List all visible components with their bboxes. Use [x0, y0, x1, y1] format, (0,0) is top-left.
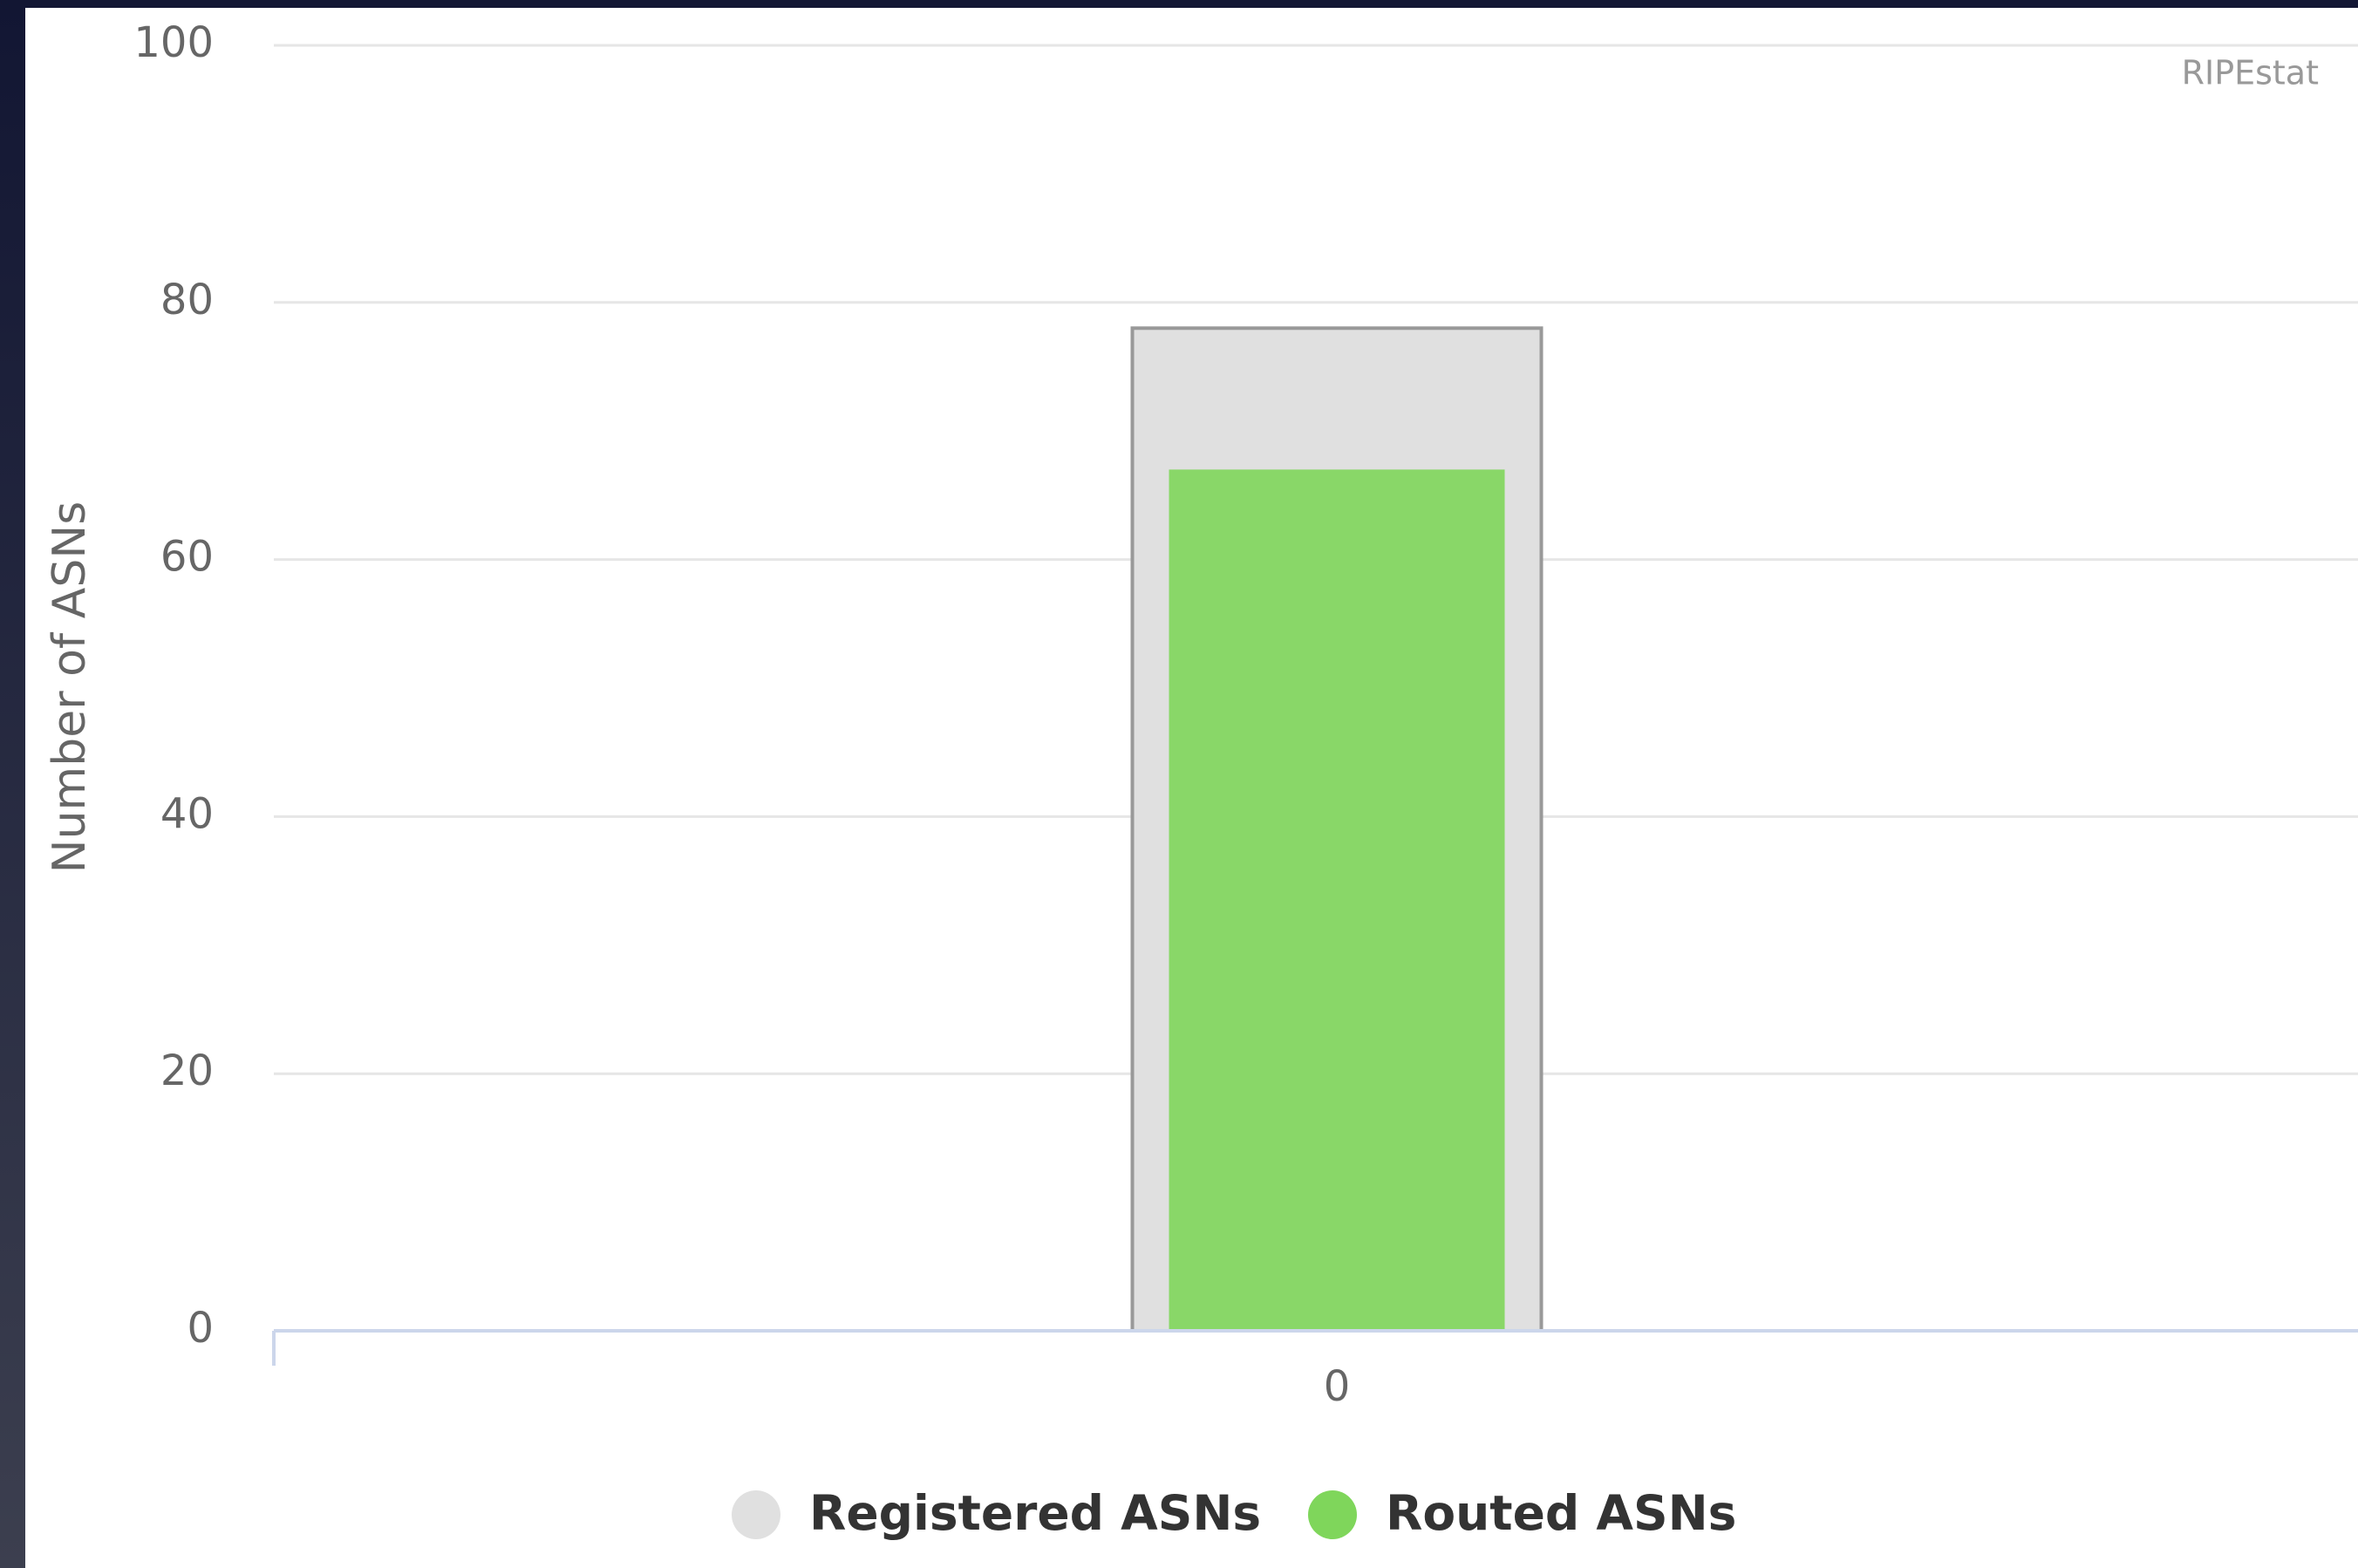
- legend-label: Routed ASNs: [1386, 1485, 1736, 1541]
- legend-label: Registered ASNs: [809, 1485, 1261, 1541]
- legend-marker: [1308, 1490, 1357, 1539]
- y-tick-label: 100: [133, 18, 214, 67]
- y-tick-label: 60: [160, 533, 214, 582]
- y-tick-label: 40: [160, 789, 214, 838]
- x-tick-label: 0: [1324, 1362, 1351, 1411]
- legend-marker: [732, 1490, 780, 1539]
- credits: RIPEstat: [2182, 54, 2319, 92]
- y-tick-label: 0: [187, 1304, 214, 1353]
- y-tick-label: 20: [160, 1046, 214, 1095]
- y-axis-label: Number of ASNs: [44, 501, 96, 874]
- bar: [1169, 469, 1505, 1331]
- y-tick-label: 80: [160, 276, 214, 324]
